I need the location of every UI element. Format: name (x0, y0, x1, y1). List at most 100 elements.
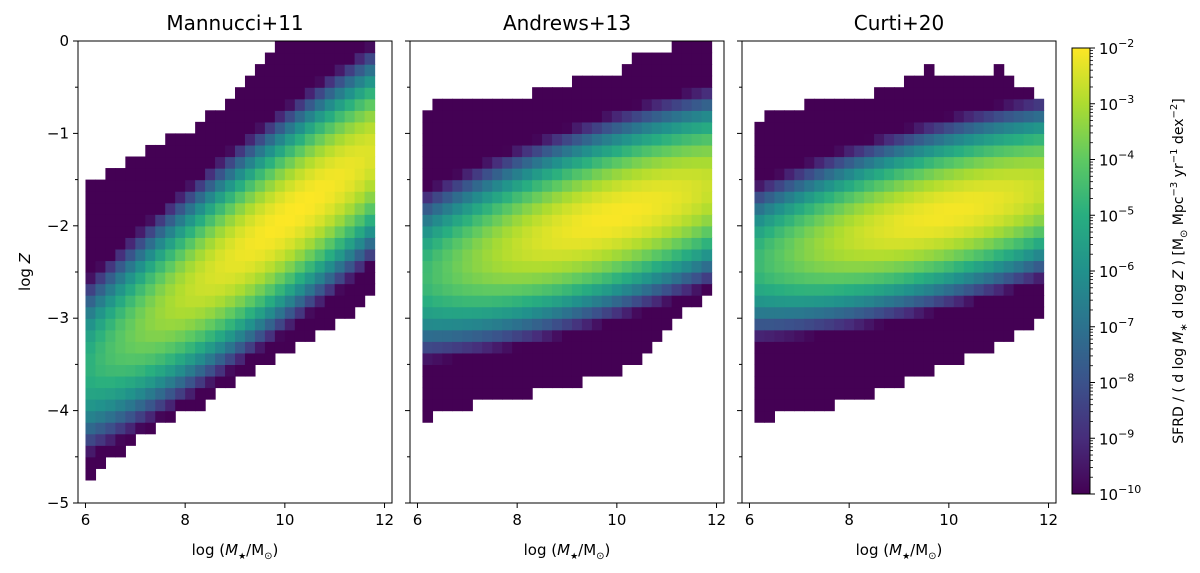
y-tick-label: −5 (47, 494, 69, 512)
heatmap-cell (913, 179, 925, 192)
heatmap-cell (641, 272, 653, 285)
heatmap-cell (824, 318, 835, 331)
heatmap-cell (135, 237, 146, 250)
heatmap-cell (794, 225, 805, 238)
heatmap-cell (215, 168, 226, 181)
heatmap-cell (864, 352, 875, 365)
heatmap-cell (824, 237, 835, 250)
heatmap-cell (651, 214, 663, 227)
heatmap-cell (641, 329, 653, 342)
heatmap-cell (95, 283, 107, 296)
heatmap-cell (472, 225, 483, 238)
heatmap-cell (185, 283, 196, 296)
heatmap-cell (364, 121, 376, 134)
heatmap-cell (502, 191, 513, 204)
heatmap-cell (641, 144, 653, 158)
heatmap-cell (105, 422, 116, 435)
heatmap-cell (834, 260, 845, 273)
heatmap-cell (334, 156, 346, 169)
heatmap-cell (913, 133, 925, 146)
heatmap-cell (1013, 98, 1025, 111)
heatmap-cell (691, 156, 703, 169)
heatmap-cell (432, 179, 443, 192)
heatmap-cell (874, 202, 885, 215)
heatmap-cell (304, 121, 316, 134)
heatmap-cell (175, 387, 186, 400)
heatmap-cell (884, 191, 895, 204)
heatmap-cell (95, 422, 107, 435)
heatmap-cell (354, 237, 366, 250)
heatmap-cell (923, 202, 935, 215)
heatmap-cell (452, 144, 463, 158)
heatmap-cell (774, 329, 785, 342)
heatmap-cell (591, 295, 603, 308)
heatmap-cell (611, 179, 623, 192)
heatmap-cell (95, 237, 107, 250)
heatmap-cell (334, 75, 346, 88)
heatmap-cell (884, 318, 895, 331)
heatmap-cell (844, 283, 855, 296)
heatmap-cell (364, 110, 376, 123)
heatmap-cell (542, 168, 553, 181)
heatmap-cell (913, 237, 925, 250)
heatmap-cell (601, 341, 613, 354)
heatmap-cell (344, 87, 356, 100)
heatmap-cell (764, 306, 775, 319)
heatmap-cell (581, 283, 593, 296)
heatmap-cell (621, 329, 633, 342)
heatmap-cell (264, 87, 276, 100)
heatmap-cell (973, 214, 985, 227)
heatmap-cell (432, 306, 443, 319)
heatmap-cell (562, 295, 573, 308)
heatmap-cell (993, 110, 1005, 123)
heatmap-cell (884, 133, 895, 146)
heatmap-cell (1023, 295, 1035, 308)
heatmap-cell (254, 295, 266, 308)
heatmap-cell (824, 306, 835, 319)
heatmap-cell (254, 98, 266, 111)
heatmap-cell (195, 121, 206, 134)
heatmap-cell (894, 121, 905, 134)
heatmap-cell (472, 318, 483, 331)
heatmap-cell (571, 272, 583, 285)
heatmap-cell (923, 225, 935, 238)
heatmap-cell (874, 248, 885, 262)
heatmap-cell (532, 168, 543, 181)
heatmap-cell (671, 272, 683, 285)
heatmap-cell (943, 272, 955, 285)
heatmap-cell (681, 64, 693, 77)
heatmap-cell (304, 248, 316, 262)
heatmap-cell (671, 248, 683, 262)
heatmap-cell (452, 318, 463, 331)
heatmap-cell (854, 133, 865, 146)
x-tick-label: 8 (512, 511, 522, 529)
heatmap-cell (913, 364, 925, 377)
heatmap-cell (205, 272, 216, 285)
heatmap-cell (691, 87, 703, 100)
heatmap-cell (824, 329, 835, 342)
heatmap-cell (304, 295, 316, 308)
heatmap-cell (175, 260, 186, 273)
heatmap-cell (621, 191, 633, 204)
heatmap-cell (631, 121, 643, 134)
heatmap-cell (105, 410, 116, 423)
heatmap-cell (85, 295, 97, 308)
heatmap-cell (993, 260, 1005, 273)
heatmap-cell (774, 341, 785, 354)
heatmap-cell (1013, 272, 1025, 285)
heatmap-cell (621, 341, 633, 354)
heatmap-cell (85, 422, 97, 435)
heatmap-cell (135, 387, 146, 400)
heatmap-cell (304, 283, 316, 296)
heatmap-cell (671, 98, 683, 111)
heatmap-cell (462, 306, 473, 319)
heatmap-cell (874, 110, 885, 123)
heatmap-cell (185, 260, 196, 273)
heatmap-cell (591, 364, 603, 377)
heatmap-cell (175, 225, 186, 238)
heatmap-cell (294, 64, 306, 77)
heatmap-cell (195, 248, 206, 262)
heatmap-cell (185, 179, 196, 192)
heatmap-cell (1033, 295, 1045, 308)
heatmap-cell (462, 260, 473, 273)
